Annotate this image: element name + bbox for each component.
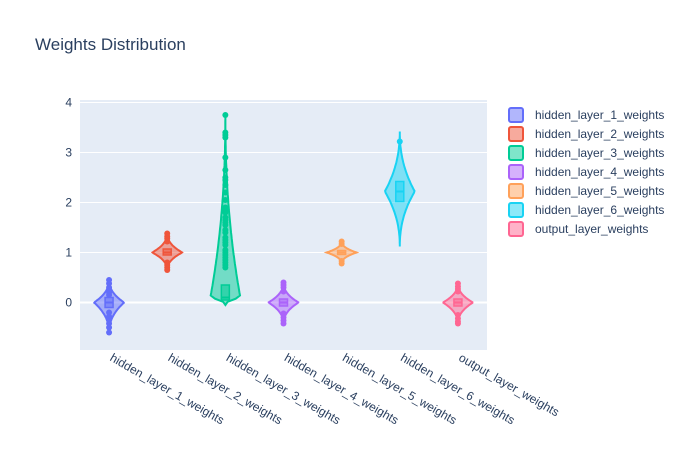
- legend: hidden_layer_1_weights hidden_layer_2_wei…: [508, 107, 664, 237]
- legend-label: output_layer_weights: [535, 222, 648, 236]
- violin-hidden_layer_2_weights: [150, 230, 184, 273]
- outlier-point: [222, 134, 229, 141]
- y-tick-label: 1: [65, 246, 72, 260]
- outlier-point: [222, 264, 229, 271]
- x-tick-label: output_layer_weights: [456, 350, 561, 419]
- outlier-point: [338, 260, 345, 267]
- legend-swatch: [508, 202, 524, 218]
- legend-label: hidden_layer_6_weights: [535, 203, 664, 217]
- legend-label: hidden_layer_4_weights: [535, 165, 664, 179]
- outlier-point: [222, 222, 229, 228]
- outlier-point: [222, 167, 229, 173]
- legend-swatch: [508, 126, 524, 142]
- outlier-point: [222, 209, 229, 216]
- outlier-point: [106, 324, 113, 331]
- y-tick-label: 2: [65, 196, 72, 210]
- violin-hidden_layer_6_weights: [384, 131, 416, 247]
- outlier-point: [222, 189, 229, 196]
- legend-swatch: [508, 107, 524, 123]
- outlier-point: [396, 138, 403, 145]
- legend-item-hidden_layer_5_weights[interactable]: hidden_layer_5_weights: [508, 183, 664, 199]
- outlier-point: [222, 177, 229, 183]
- legend-label: hidden_layer_2_weights: [535, 127, 664, 141]
- outlier-point: [454, 288, 461, 295]
- violin-output_layer_weights: [442, 280, 474, 327]
- outlier-point: [338, 241, 345, 247]
- outlier-point: [222, 154, 229, 161]
- outlier-point: [164, 267, 171, 273]
- violin-hidden_layer_5_weights: [323, 238, 360, 267]
- legend-item-hidden_layer_1_weights[interactable]: hidden_layer_1_weights: [508, 107, 664, 123]
- outlier-point: [222, 197, 229, 203]
- legend-item-hidden_layer_2_weights[interactable]: hidden_layer_2_weights: [508, 126, 664, 142]
- y-tick-label: 4: [65, 96, 72, 110]
- violin-hidden_layer_4_weights: [267, 279, 300, 327]
- legend-swatch: [508, 221, 524, 237]
- legend-item-output_layer_weights[interactable]: output_layer_weights: [508, 221, 648, 237]
- legend-swatch: [508, 164, 524, 180]
- violin-box: [220, 284, 231, 301]
- legend-item-hidden_layer_4_weights[interactable]: hidden_layer_4_weights: [508, 164, 664, 180]
- outlier-point: [280, 320, 287, 327]
- legend-label: hidden_layer_3_weights: [535, 146, 664, 160]
- chart-title: Weights Distribution: [35, 35, 186, 54]
- violins: [92, 112, 474, 336]
- y-axis: 0 1 2 3 4: [65, 96, 72, 310]
- legend-item-hidden_layer_3_weights[interactable]: hidden_layer_3_weights: [508, 145, 664, 161]
- outlier-point: [222, 242, 229, 248]
- outlier-point: [106, 292, 113, 298]
- violin-hidden_layer_1_weights: [92, 277, 126, 336]
- legend-swatch: [508, 145, 524, 161]
- x-axis: hidden_layer_1_weightshidden_layer_2_wei…: [108, 350, 562, 427]
- outlier-point: [222, 182, 229, 188]
- outlier-point: [222, 229, 229, 236]
- legend-swatch: [508, 183, 524, 199]
- outlier-point: [222, 112, 229, 118]
- legend-item-hidden_layer_6_weights[interactable]: hidden_layer_6_weights: [508, 202, 664, 218]
- violin-hidden_layer_3_weights: [209, 112, 242, 307]
- y-tick-label: 3: [65, 146, 72, 160]
- legend-label: hidden_layer_1_weights: [535, 108, 664, 122]
- y-tick-label: 0: [65, 296, 72, 310]
- outlier-point: [106, 329, 113, 336]
- outlier-point: [280, 288, 287, 295]
- legend-label: hidden_layer_5_weights: [535, 184, 664, 198]
- outlier-point: [454, 320, 461, 327]
- outlier-point: [164, 238, 171, 245]
